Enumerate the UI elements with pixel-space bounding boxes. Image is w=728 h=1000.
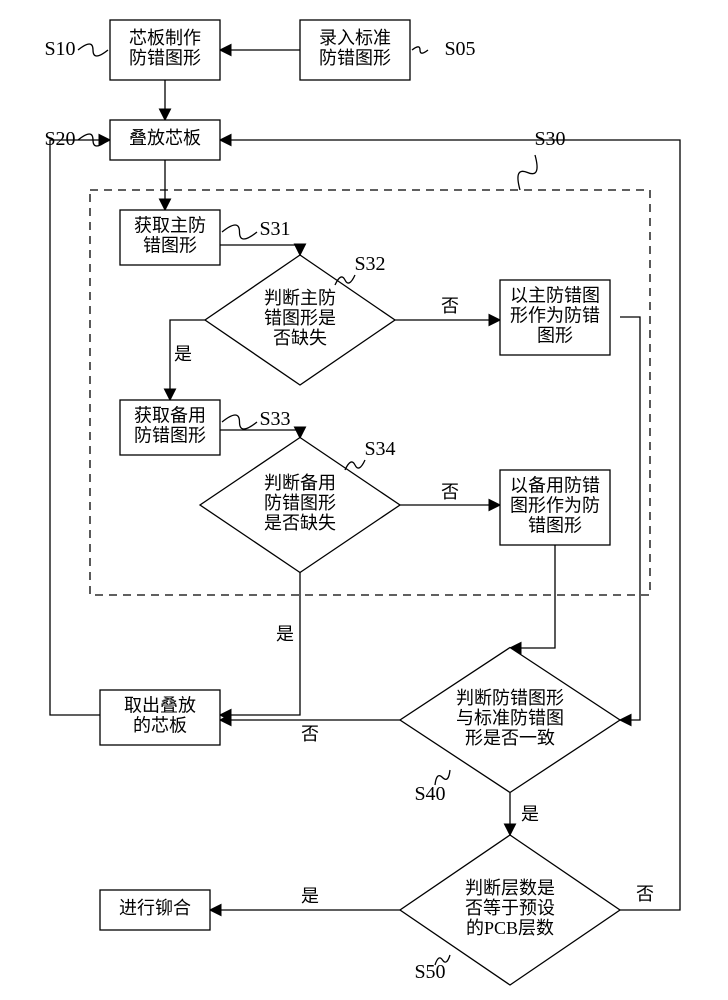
node-text: 的芯板 bbox=[133, 716, 187, 736]
node-text: 判断防错图形 bbox=[456, 688, 564, 708]
node-text: 否等于预设 bbox=[465, 898, 555, 918]
node-text: 图形作为防 bbox=[510, 496, 600, 516]
node-text: 错图形 bbox=[528, 516, 582, 536]
node-text: 防错图形 bbox=[264, 493, 336, 513]
node-text: 错图形 bbox=[143, 236, 197, 256]
edge-label: 否 bbox=[441, 296, 459, 316]
step-tail bbox=[222, 225, 257, 239]
node-text: 获取备用 bbox=[134, 406, 206, 426]
step-label-S30: S30 bbox=[534, 128, 565, 150]
step-label-S10: S10 bbox=[44, 38, 75, 60]
step-tail bbox=[78, 44, 108, 56]
node-text: 形作为防错 bbox=[510, 306, 600, 326]
edge-label: 是 bbox=[521, 804, 539, 824]
node-text: 形是否一致 bbox=[465, 728, 555, 748]
step-label-S33: S33 bbox=[259, 408, 290, 430]
node-text: 判断备用 bbox=[264, 473, 336, 493]
edge bbox=[220, 430, 300, 438]
edge-label: 是 bbox=[276, 624, 294, 644]
edge bbox=[220, 245, 300, 255]
edge bbox=[50, 140, 110, 715]
step-label-S34: S34 bbox=[364, 438, 395, 460]
node-text: 录入标准 bbox=[319, 28, 391, 48]
node-text: 是否缺失 bbox=[264, 513, 336, 533]
node-text: 以备用防错 bbox=[510, 476, 600, 496]
step-label-S32: S32 bbox=[354, 253, 385, 275]
edge-label: 否 bbox=[441, 482, 459, 502]
node-text: 的PCB层数 bbox=[466, 918, 554, 938]
flowchart: 是否否是否是是否录入标准防错图形芯板制作防错图形叠放芯板获取主防错图形判断主防错… bbox=[0, 0, 728, 1000]
node-text: 错图形是 bbox=[264, 308, 336, 328]
node-text: 防错图形 bbox=[319, 48, 391, 68]
step-label-S31: S31 bbox=[259, 218, 290, 240]
step-label-S20: S20 bbox=[44, 128, 75, 150]
edge bbox=[510, 545, 555, 648]
node-text: 获取主防 bbox=[134, 216, 206, 236]
edge-label: 否 bbox=[301, 724, 319, 744]
step-tail bbox=[412, 47, 428, 53]
step-tail bbox=[345, 460, 365, 470]
node-text: 判断层数是 bbox=[465, 878, 555, 898]
node-text: 取出叠放 bbox=[124, 696, 196, 716]
node-text: 芯板制作 bbox=[129, 28, 201, 48]
node-text: 以主防错图 bbox=[510, 286, 600, 306]
node-text: 防错图形 bbox=[129, 48, 201, 68]
edge-label: 否 bbox=[636, 884, 654, 904]
step-label-S40: S40 bbox=[414, 783, 445, 805]
step-tail bbox=[222, 415, 257, 429]
node-text: 与标准防错图 bbox=[456, 708, 564, 728]
edge-label: 是 bbox=[301, 886, 319, 906]
node-text: 进行铆合 bbox=[119, 898, 191, 918]
step-tail bbox=[518, 155, 537, 190]
edge bbox=[620, 317, 640, 720]
step-label-S50: S50 bbox=[414, 961, 445, 983]
step-label-S05: S05 bbox=[444, 38, 475, 60]
node-text: 叠放芯板 bbox=[129, 128, 201, 148]
node-text: 判断主防 bbox=[264, 288, 336, 308]
edge-label: 是 bbox=[174, 344, 192, 364]
node-text: 图形 bbox=[537, 326, 573, 346]
node-text: 否缺失 bbox=[273, 328, 327, 348]
node-text: 防错图形 bbox=[134, 426, 206, 446]
